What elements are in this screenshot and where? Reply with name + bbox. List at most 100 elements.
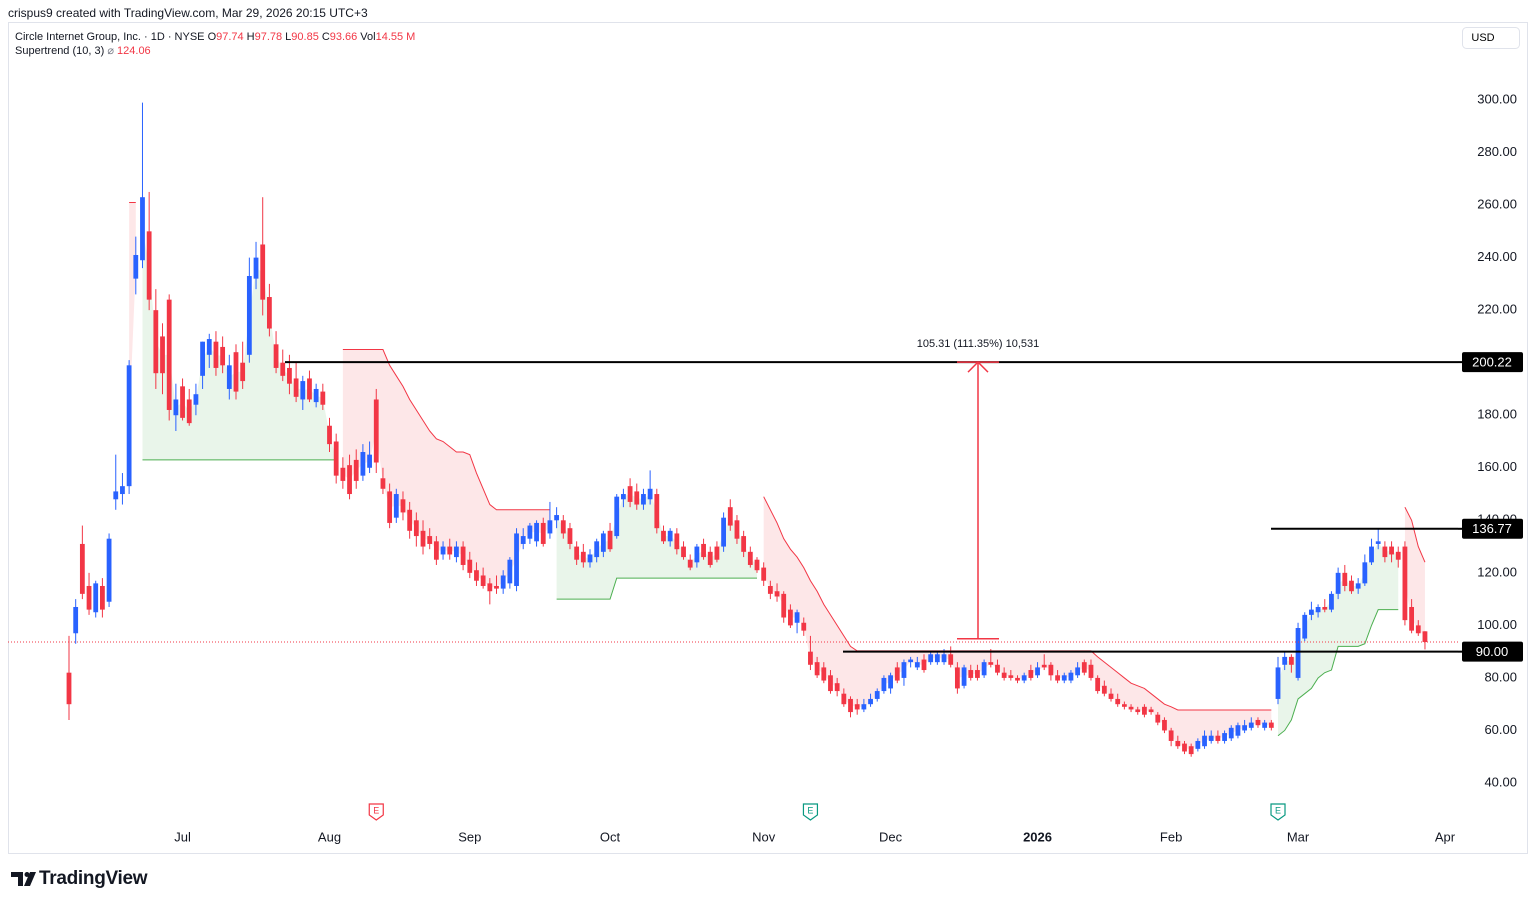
y-tick-label: 300.00 — [1477, 91, 1517, 106]
candle-body — [1015, 677, 1020, 681]
candle-body — [527, 525, 533, 539]
candle-body — [514, 533, 519, 586]
x-tick-label: 2026 — [1023, 829, 1052, 844]
candle-body — [1375, 541, 1381, 544]
candle-body — [313, 388, 319, 403]
measure-label: 105.31 (111.35%) 10,531 — [917, 338, 1040, 350]
candle-body — [868, 698, 873, 705]
candle-body — [1295, 628, 1301, 678]
candle-body — [1222, 733, 1227, 741]
x-tick-label: Feb — [1160, 829, 1182, 844]
legend-value: 14.55 M — [375, 31, 416, 43]
supertrend-fill — [1404, 507, 1425, 637]
candle-body — [928, 654, 934, 663]
candle-body — [240, 362, 246, 382]
level-label-box — [1462, 518, 1523, 539]
y-tick-label: 280.00 — [1477, 144, 1517, 159]
candle-body — [293, 378, 299, 397]
candle-body — [1395, 551, 1401, 560]
candle-body — [180, 386, 185, 418]
candle-body — [340, 467, 346, 481]
candle-body — [1402, 546, 1408, 621]
watermark: crispus9 created with TradingView.com, M… — [8, 6, 368, 20]
candle-body — [534, 522, 539, 542]
candle-body — [387, 491, 393, 523]
candle-body — [246, 276, 252, 355]
candle-body — [734, 520, 740, 539]
candle-body — [1422, 631, 1428, 643]
candle-body — [113, 491, 119, 500]
currency-box[interactable] — [1462, 27, 1520, 49]
candle-body — [367, 454, 372, 468]
candle-body — [621, 494, 626, 500]
x-tick-label: Apr — [1435, 829, 1456, 844]
candle-body — [607, 530, 613, 550]
level-label: 90.00 — [1476, 644, 1509, 659]
candle-body — [1322, 606, 1328, 610]
candle-body — [120, 486, 125, 495]
candle-body — [654, 494, 660, 529]
candle-body — [1008, 675, 1014, 678]
y-tick-label: 40.00 — [1484, 774, 1517, 789]
candle-body — [1248, 722, 1254, 728]
candle-body — [307, 378, 312, 400]
candle-body — [86, 585, 92, 610]
candle-body — [1175, 740, 1181, 747]
candle-body — [1235, 725, 1241, 736]
x-tick-label: Dec — [879, 829, 903, 844]
candle-body — [1055, 675, 1060, 681]
candle-body — [567, 528, 573, 544]
candle-body — [500, 575, 506, 589]
candle-body — [454, 546, 459, 558]
candle-body — [220, 346, 226, 366]
candle-body — [1035, 667, 1040, 676]
legend-label: Vol — [360, 31, 376, 43]
candle-body — [808, 651, 813, 665]
candle-body — [1041, 664, 1047, 668]
legend-value: 97.78 — [254, 31, 283, 43]
candle-body — [921, 659, 927, 671]
candle-body — [600, 533, 606, 552]
y-tick-label: 120.00 — [1477, 564, 1517, 579]
earnings-marker — [368, 803, 384, 821]
candle-body — [1208, 735, 1214, 741]
candle-body — [146, 231, 152, 300]
candle-body — [741, 536, 747, 552]
supertrend-fill — [763, 496, 1272, 751]
candle-body — [1195, 740, 1201, 749]
candle-body — [1389, 546, 1394, 555]
x-tick-label: Mar — [1287, 829, 1310, 844]
candle-body — [233, 352, 239, 392]
candle-body — [540, 522, 546, 544]
candle-body — [1215, 735, 1221, 741]
candle-body — [1228, 727, 1234, 739]
candle-body — [587, 554, 593, 563]
candle-body — [400, 499, 406, 513]
indicator-name: Supertrend (10, 3) — [15, 45, 105, 57]
candle-body — [333, 441, 339, 476]
candle-body — [327, 425, 332, 445]
candle-body — [667, 530, 673, 542]
candle-body — [373, 399, 379, 463]
candle-body — [353, 459, 359, 481]
candle-body — [1282, 656, 1288, 665]
candle-body — [1088, 664, 1094, 678]
candle-body — [1148, 709, 1154, 713]
candle-body — [614, 496, 620, 537]
candle-body — [507, 559, 513, 584]
candle-body — [801, 622, 807, 631]
candle-body — [1155, 714, 1161, 723]
indicator-icon: ⌀ — [107, 45, 114, 57]
candle-body — [1048, 664, 1054, 676]
candle-body — [160, 336, 165, 374]
candle-body — [447, 546, 453, 555]
y-tick-label: 240.00 — [1477, 249, 1517, 264]
candle-body — [1075, 667, 1081, 676]
candle-body — [106, 538, 112, 602]
candle-body — [1329, 593, 1334, 610]
candle-body — [814, 662, 820, 676]
candle-body — [206, 339, 212, 355]
earnings-label: E — [807, 805, 813, 815]
legend-label: C — [321, 31, 330, 43]
